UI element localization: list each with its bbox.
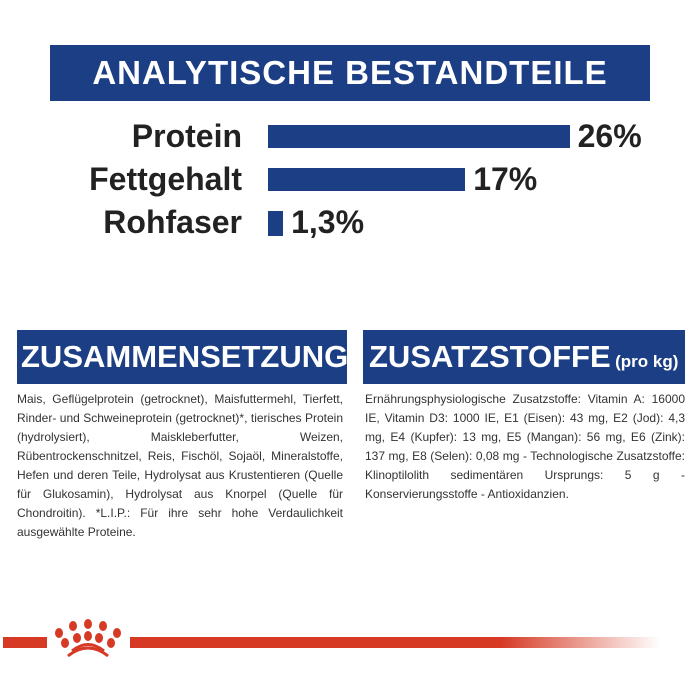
crown-logo-icon <box>55 619 121 658</box>
nutrient-bar-fat <box>268 168 466 191</box>
nutrient-label-fat: Fettgehalt <box>89 161 242 197</box>
composition-heading: ZUSAMMENSETZUNG <box>17 330 347 384</box>
nutrient-value-fat: 17% <box>473 161 538 197</box>
nutrient-label-protein: Protein <box>131 118 242 154</box>
additives-heading-unit: (pro kg) <box>615 352 679 371</box>
red-line-left <box>3 637 47 648</box>
nutrient-value-protein: 26% <box>577 118 642 154</box>
additives-heading: ZUSATZSTOFFE (pro kg) <box>363 330 685 384</box>
title-banner: ANALYTISCHE BESTANDTEILE <box>50 45 650 101</box>
additives-heading-title: ZUSATZSTOFFE <box>369 339 611 374</box>
nutrient-bar-fiber <box>268 211 284 236</box>
nutrient-label-fiber: Rohfaser <box>103 204 242 240</box>
additives-text: Ernährungsphysiologische Zusatzstoffe: V… <box>365 392 685 501</box>
nutrient-value-fiber: 1,3% <box>291 204 365 240</box>
red-line-right <box>130 637 660 648</box>
composition-text: Mais, Geflügelprotein (getrocknet), Mais… <box>17 392 343 539</box>
nutrient-bar-protein <box>268 125 570 148</box>
